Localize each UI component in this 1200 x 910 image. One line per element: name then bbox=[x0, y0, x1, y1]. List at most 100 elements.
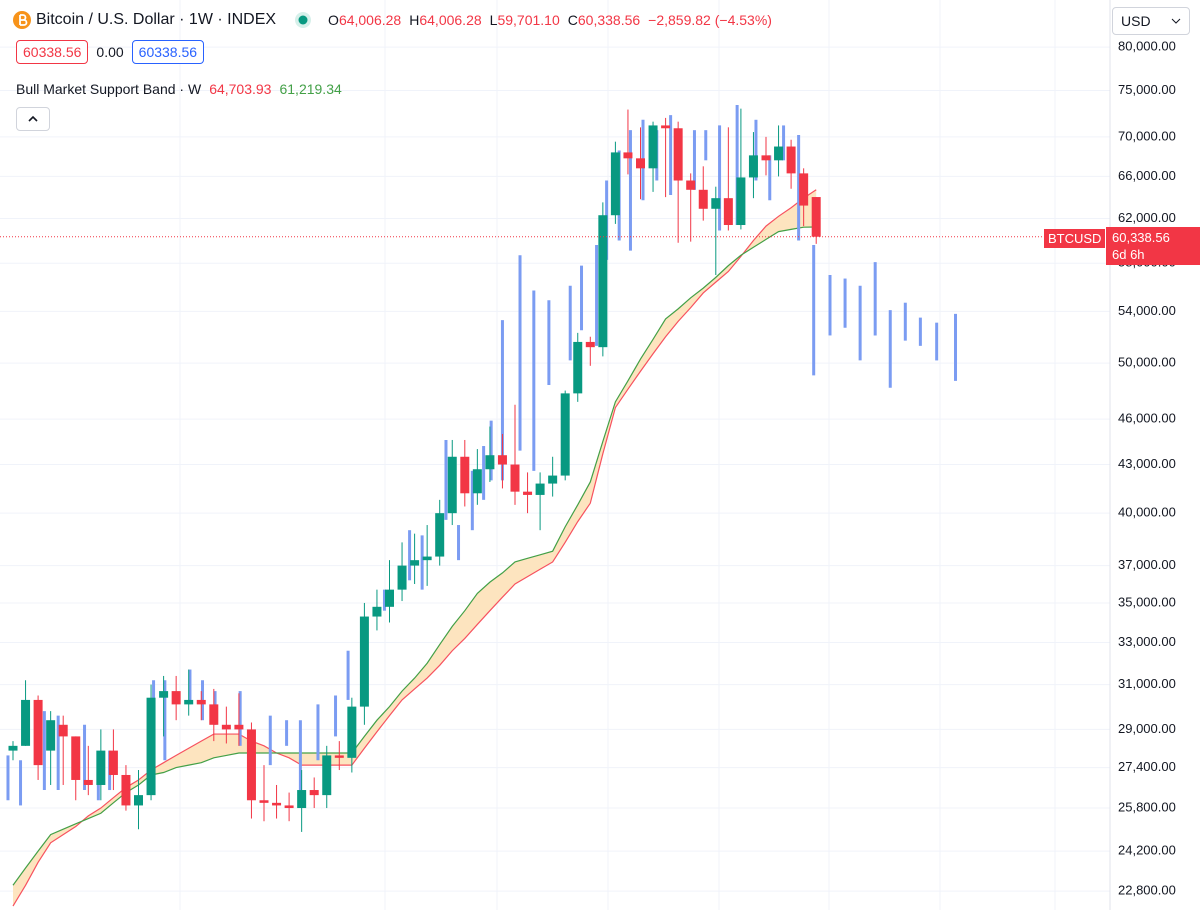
indicator-legend: Bull Market Support Band · W 64,703.93 6… bbox=[16, 81, 342, 97]
candle-body bbox=[761, 155, 771, 161]
candle-body bbox=[297, 790, 307, 809]
candle-body bbox=[221, 724, 231, 730]
y-tick-label: 22,800.00 bbox=[1118, 883, 1176, 898]
candle-body bbox=[548, 475, 558, 484]
y-tick-label: 75,000.00 bbox=[1118, 82, 1176, 97]
candle-body bbox=[711, 198, 721, 209]
band-fill bbox=[13, 189, 817, 907]
indicator-name[interactable]: Bull Market Support Band · W bbox=[16, 81, 202, 97]
candle-body bbox=[698, 189, 708, 209]
currency-select[interactable]: USD bbox=[1112, 7, 1190, 35]
ohlc-value: 60,338.56 bbox=[577, 12, 641, 28]
ohlc-item: L59,701.10 bbox=[490, 12, 560, 28]
candle-body bbox=[811, 197, 821, 237]
candle-body bbox=[259, 800, 269, 803]
candle-body bbox=[359, 616, 369, 707]
candle-body bbox=[723, 198, 733, 226]
candle-body bbox=[272, 802, 282, 806]
spread: 0.00 bbox=[96, 44, 124, 60]
candle-body bbox=[397, 565, 407, 590]
candle-body bbox=[334, 755, 344, 758]
candle-body bbox=[560, 393, 570, 476]
y-tick-label: 66,000.00 bbox=[1118, 168, 1176, 183]
bitcoin-icon bbox=[13, 11, 31, 29]
candle-body bbox=[284, 805, 294, 809]
candle-body bbox=[196, 699, 206, 705]
y-tick-label: 29,000.00 bbox=[1118, 721, 1176, 736]
y-tick-label: 62,000.00 bbox=[1118, 210, 1176, 225]
candle-body bbox=[648, 125, 658, 169]
candle-body bbox=[410, 560, 420, 566]
candle-body bbox=[171, 691, 181, 705]
change: −2,859.82 (−4.53%) bbox=[648, 12, 772, 28]
candle-body bbox=[497, 455, 507, 465]
collapse-button[interactable] bbox=[16, 107, 50, 131]
symbol-row: Bitcoin / U.S. Dollar · 1W · INDEX O64,0… bbox=[12, 10, 772, 30]
candle-body bbox=[748, 155, 758, 178]
ohlc-item: O64,006.28 bbox=[328, 12, 401, 28]
market-status bbox=[295, 12, 312, 28]
candle-body bbox=[83, 779, 93, 785]
candle-body bbox=[96, 750, 106, 785]
candle-body bbox=[309, 790, 319, 796]
candle-body bbox=[510, 464, 520, 492]
price-label: 60,338.56 6d 6h bbox=[1106, 227, 1200, 265]
candle-body bbox=[460, 456, 470, 494]
y-tick-label: 50,000.00 bbox=[1118, 355, 1176, 370]
candle-body bbox=[636, 158, 645, 169]
candle-body bbox=[610, 152, 620, 216]
y-tick-label: 70,000.00 bbox=[1118, 128, 1176, 143]
candle-body bbox=[209, 704, 219, 725]
ohlc: O64,006.28 H64,006.28 L59,701.10 C60,338.56 bbox=[328, 12, 640, 28]
candle-body bbox=[322, 755, 332, 796]
candle-body bbox=[21, 699, 31, 746]
candle-body bbox=[385, 589, 394, 607]
candle-body bbox=[535, 483, 545, 495]
ohlc-key: L bbox=[489, 12, 498, 28]
candle-body bbox=[799, 173, 809, 206]
trade-buttons: 60338.56 0.00 60338.56 bbox=[16, 40, 205, 64]
candle-body bbox=[121, 774, 131, 806]
candle-body bbox=[472, 469, 482, 494]
ohlc-key: C bbox=[567, 12, 578, 28]
buy-button[interactable]: 60338.56 bbox=[131, 40, 205, 64]
candle-body bbox=[485, 455, 495, 470]
candle-body bbox=[774, 146, 784, 161]
ohlc-value: 64,006.28 bbox=[338, 12, 402, 28]
symbol-title[interactable]: Bitcoin / U.S. Dollar · 1W · INDEX bbox=[36, 11, 277, 28]
y-tick-label: 46,000.00 bbox=[1118, 411, 1176, 426]
candle-body bbox=[159, 691, 169, 698]
candle-body bbox=[71, 736, 81, 780]
y-tick-label: 54,000.00 bbox=[1118, 303, 1176, 318]
candle-body bbox=[347, 706, 357, 758]
candle-body bbox=[134, 795, 143, 806]
y-tick-label: 33,000.00 bbox=[1118, 634, 1176, 649]
indicator-value: 64,703.93 bbox=[209, 81, 272, 97]
candle-body bbox=[786, 146, 796, 174]
candle-body bbox=[585, 341, 595, 348]
ohlc-item: H64,006.28 bbox=[409, 12, 481, 28]
candle-body bbox=[58, 724, 68, 737]
ohlc-value: 59,701.10 bbox=[497, 12, 560, 28]
ohlc-key: H bbox=[409, 12, 420, 28]
indicator-value: 61,219.34 bbox=[279, 81, 342, 97]
ohlc-value: 64,006.28 bbox=[419, 12, 482, 28]
candle-body bbox=[146, 697, 156, 796]
candle-body bbox=[573, 341, 583, 394]
candle-body bbox=[623, 152, 633, 159]
y-tick-label: 25,800.00 bbox=[1118, 799, 1176, 814]
ohlc-key: O bbox=[328, 12, 339, 28]
candle-body bbox=[661, 125, 671, 129]
candle-body bbox=[422, 556, 432, 561]
candle-body bbox=[523, 491, 533, 495]
price-symbol-label: BTCUSD bbox=[1044, 229, 1106, 248]
sell-button[interactable]: 60338.56 bbox=[16, 40, 89, 64]
y-tick-label: 37,000.00 bbox=[1118, 557, 1176, 572]
candle-body bbox=[736, 177, 746, 226]
y-tick-label: 43,000.00 bbox=[1118, 456, 1176, 471]
y-tick-label: 31,000.00 bbox=[1118, 676, 1176, 691]
price-value: 60,338.56 bbox=[1112, 230, 1170, 245]
candle-body bbox=[46, 720, 56, 751]
y-tick-label: 24,200.00 bbox=[1118, 843, 1176, 858]
